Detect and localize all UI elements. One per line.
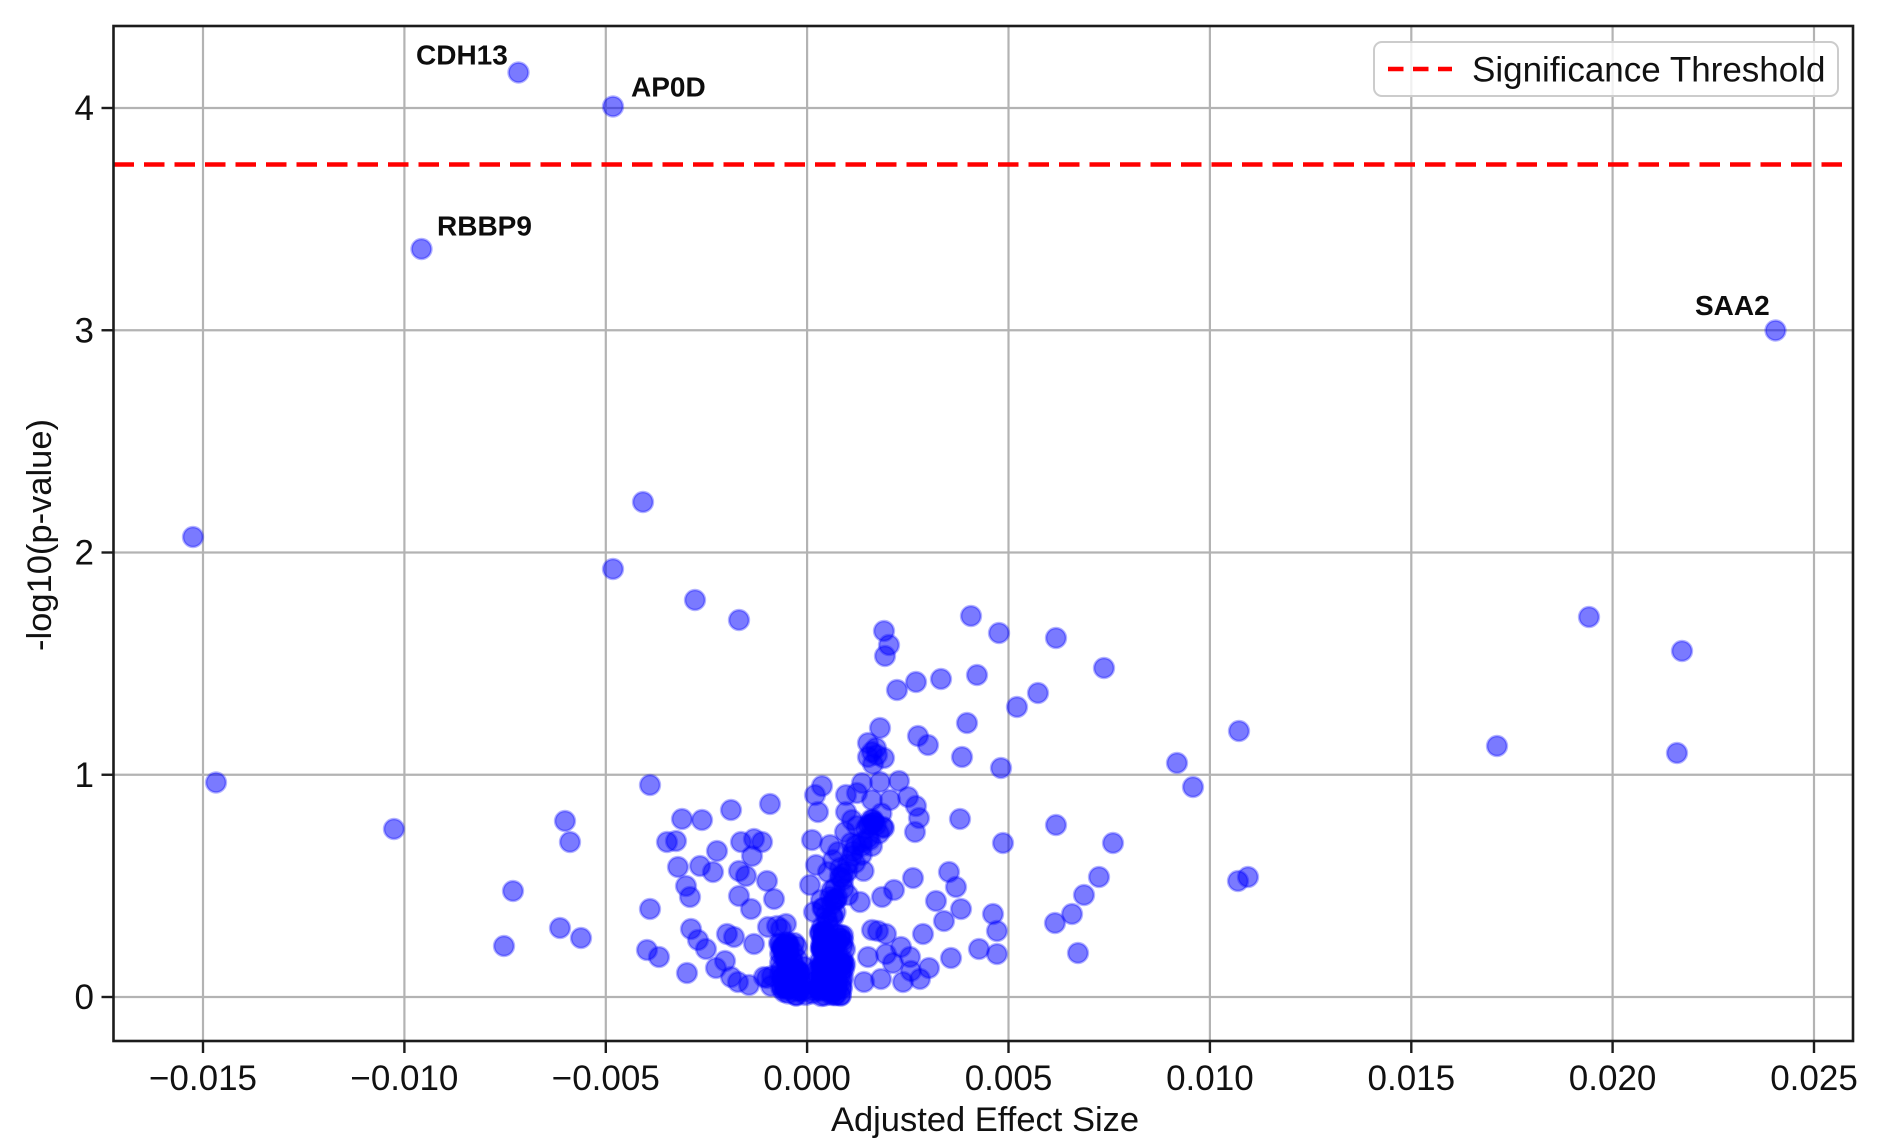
svg-text:AP0D: AP0D — [631, 72, 706, 103]
svg-text:−0.015: −0.015 — [149, 1059, 257, 1098]
svg-text:2: 2 — [75, 534, 94, 573]
svg-text:0.005: 0.005 — [965, 1059, 1053, 1098]
svg-text:0.010: 0.010 — [1166, 1059, 1254, 1098]
svg-text:4: 4 — [75, 89, 94, 128]
svg-text:CDH13: CDH13 — [416, 40, 508, 71]
svg-text:Significance Threshold: Significance Threshold — [1472, 51, 1825, 90]
svg-text:0.025: 0.025 — [1770, 1059, 1858, 1098]
svg-text:-log10(p-value): -log10(p-value) — [21, 419, 59, 651]
svg-text:RBBP9: RBBP9 — [437, 211, 532, 242]
svg-text:−0.005: −0.005 — [552, 1059, 660, 1098]
svg-text:3: 3 — [75, 311, 94, 350]
svg-text:0.000: 0.000 — [763, 1059, 851, 1098]
svg-text:−0.010: −0.010 — [350, 1059, 458, 1098]
svg-text:1: 1 — [75, 756, 94, 795]
svg-text:0.015: 0.015 — [1368, 1059, 1456, 1098]
svg-text:0.020: 0.020 — [1569, 1059, 1657, 1098]
svg-text:Adjusted Effect Size: Adjusted Effect Size — [831, 1101, 1139, 1139]
svg-text:0: 0 — [75, 978, 94, 1017]
svg-text:SAA2: SAA2 — [1695, 290, 1770, 321]
